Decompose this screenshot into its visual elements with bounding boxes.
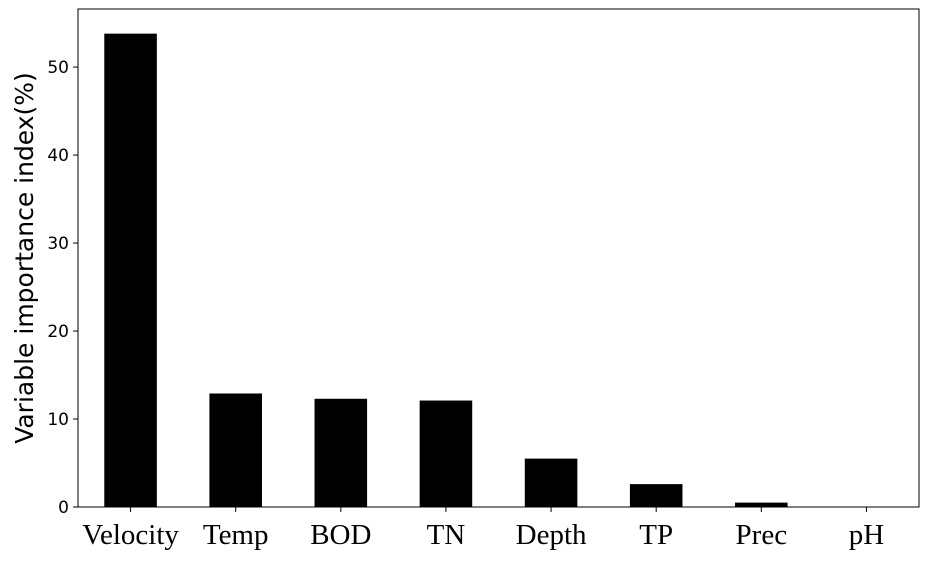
bar-tn xyxy=(419,400,473,507)
x-tick-label: Prec xyxy=(736,519,788,551)
x-tick-label: TN xyxy=(427,519,466,551)
y-tick-label: 0 xyxy=(58,498,69,518)
y-tick-label: 40 xyxy=(47,146,69,166)
y-tick-label: 50 xyxy=(47,58,69,78)
x-tick-label: BOD xyxy=(310,519,371,551)
y-tick-label: 20 xyxy=(47,322,69,342)
bar-bod xyxy=(314,398,368,507)
y-tick-label: 10 xyxy=(47,410,69,430)
y-axis-label: Variable importance index(%) xyxy=(10,72,39,444)
x-tick-label: Temp xyxy=(203,519,269,551)
bar-velocity xyxy=(104,33,157,507)
y-axis-ticks: 0 10 20 30 40 50 xyxy=(47,58,78,518)
bar-temp xyxy=(209,393,262,507)
y-tick-label: 30 xyxy=(47,234,69,254)
bar-prec xyxy=(735,502,788,507)
x-tick-label: TP xyxy=(639,519,673,551)
plot-frame xyxy=(77,8,920,508)
bar-tp xyxy=(629,484,683,507)
x-tick-label: pH xyxy=(849,519,885,551)
x-tick-label: Depth xyxy=(516,519,587,551)
bar-depth xyxy=(524,458,578,507)
bars-group xyxy=(104,33,788,507)
x-axis-ticks: Velocity Temp BOD TN Depth TP Prec pH xyxy=(82,507,884,551)
x-tick-label: Velocity xyxy=(82,519,179,551)
